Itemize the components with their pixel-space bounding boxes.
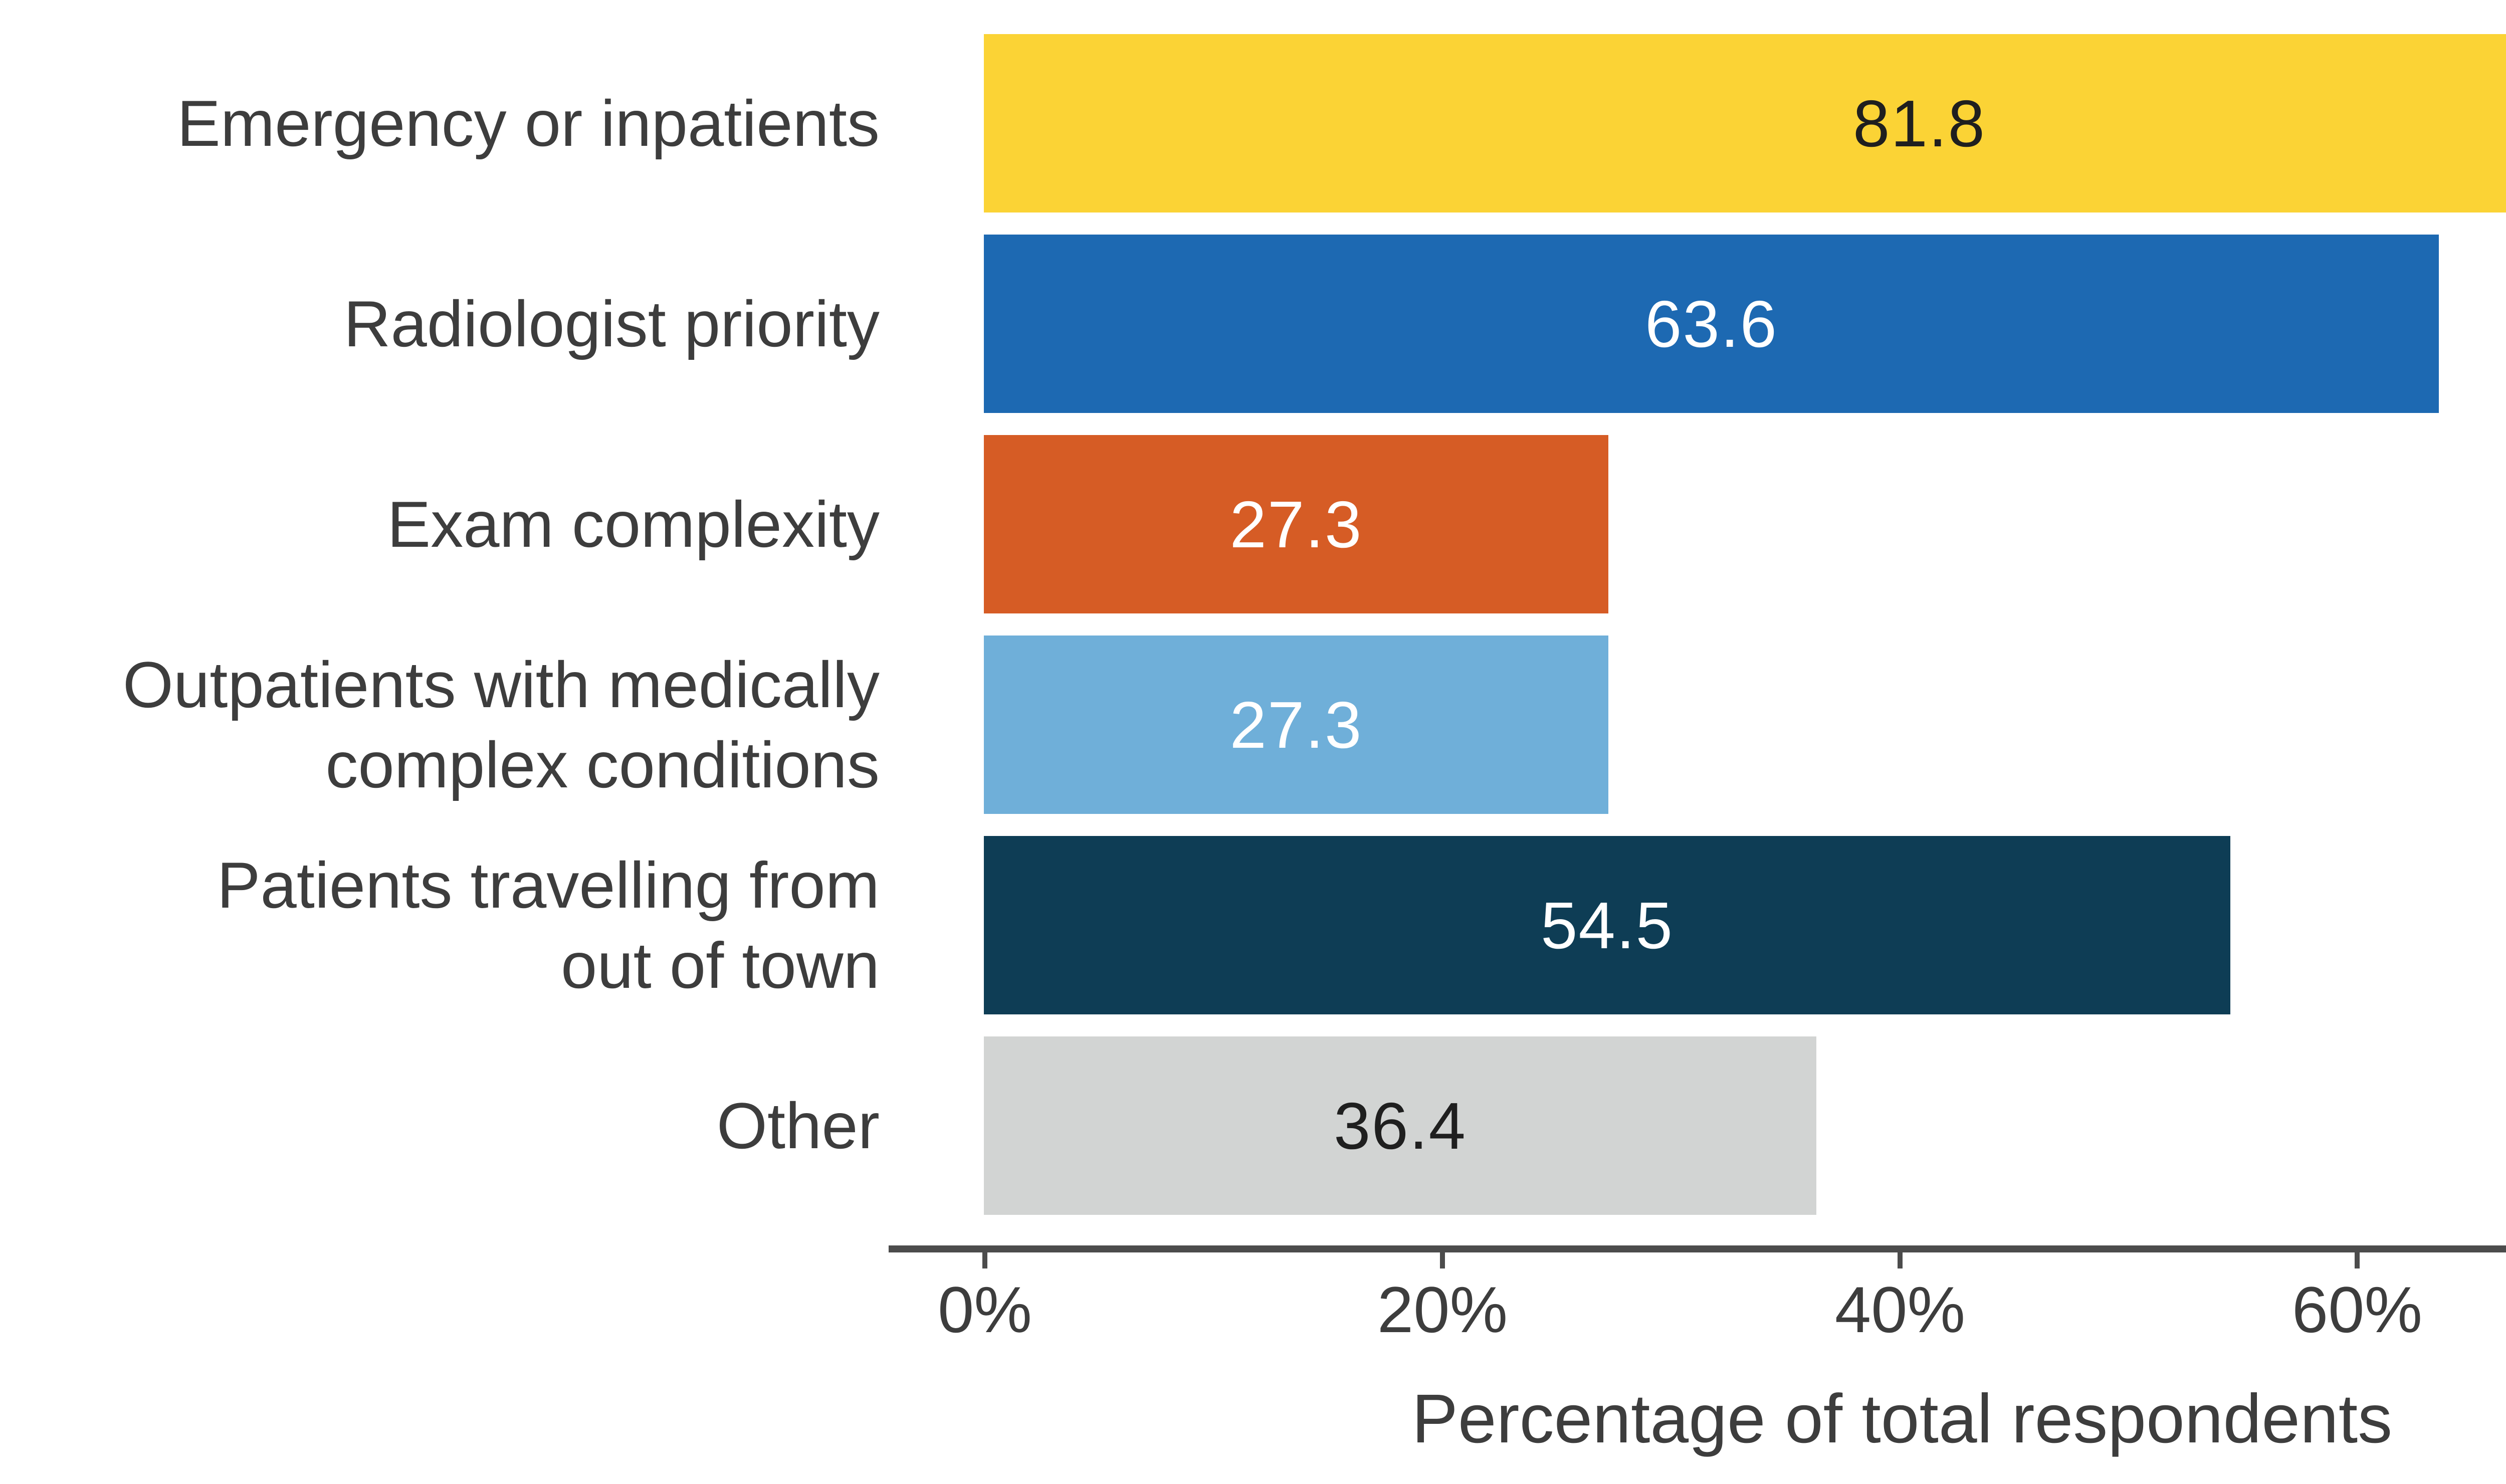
bar: 27.3 [984, 435, 1608, 613]
category-label: Exam complexity [387, 488, 880, 561]
axis-tick [1440, 1245, 1445, 1268]
tick-label: 40% [1834, 1273, 1966, 1346]
category-label: Other [716, 1089, 880, 1162]
bar-row: Outpatients with medically complex condi… [0, 624, 2506, 825]
bar: 54.5 [984, 836, 2230, 1014]
tick-label: 0% [938, 1273, 1032, 1346]
category-label: Emergency or inpatients [177, 87, 880, 160]
bar-row: Radiologist priority 63.6 [0, 224, 2506, 424]
value-label: 63.6 [1645, 287, 1778, 361]
category-label: Patients travelling from out of town [217, 849, 880, 1002]
tick-label: 20% [1377, 1273, 1508, 1346]
value-label: 81.8 [1853, 86, 1986, 160]
value-label: 27.3 [1229, 688, 1363, 762]
bar-row: Other 36.4 [0, 1025, 2506, 1226]
bar-row: Exam complexity 27.3 [0, 424, 2506, 624]
bar: 81.8 [984, 34, 2506, 213]
category-label: Outpatients with medically complex condi… [122, 648, 880, 801]
bar: 27.3 [984, 635, 1608, 814]
value-label: 36.4 [1334, 1089, 1467, 1163]
axis-tick [982, 1245, 987, 1268]
x-axis-line [889, 1245, 2506, 1252]
bar: 36.4 [984, 1036, 1816, 1215]
bar-row: Emergency or inpatients 81.8 [0, 23, 2506, 224]
value-label: 27.3 [1229, 487, 1363, 561]
axis-tick [2355, 1245, 2360, 1268]
tick-label: 60% [2291, 1273, 2423, 1346]
bar: 63.6 [984, 235, 2439, 413]
axis-tick [1898, 1245, 1903, 1268]
value-label: 54.5 [1541, 888, 1674, 962]
category-label: Radiologist priority [343, 287, 880, 360]
x-axis-title: Percentage of total respondents [1411, 1380, 2393, 1457]
bars-area: Emergency or inpatients 81.8 Radiologist p… [0, 23, 2506, 1226]
bar-row: Patients travelling from out of town 54.5 [0, 825, 2506, 1025]
